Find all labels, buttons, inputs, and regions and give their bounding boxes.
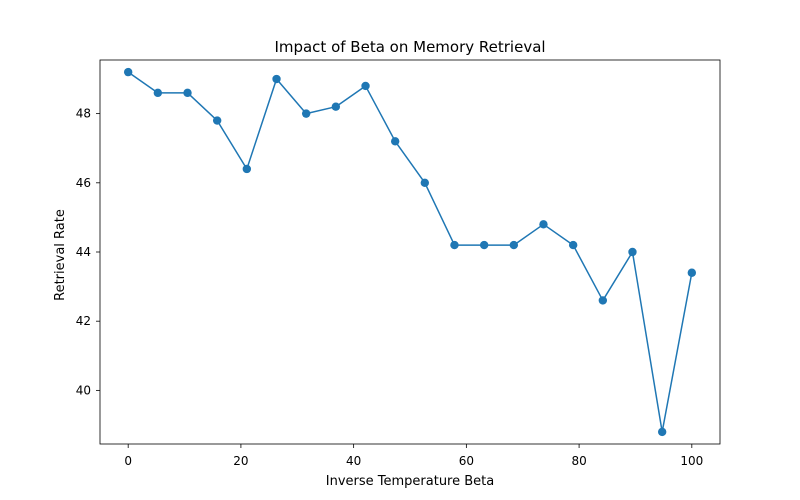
x-tick-label: 80 xyxy=(571,454,586,468)
x-tick-label: 100 xyxy=(680,454,703,468)
data-point xyxy=(479,240,489,250)
data-point xyxy=(539,220,548,229)
data-point xyxy=(123,67,133,77)
data-point xyxy=(183,88,192,98)
y-tick-label: 46 xyxy=(76,176,91,190)
y-tick-label: 42 xyxy=(76,314,91,328)
y-tick-label: 48 xyxy=(76,107,91,121)
data-point xyxy=(450,240,459,250)
data-point xyxy=(242,164,252,174)
series-line xyxy=(127,71,693,433)
data-point xyxy=(331,102,341,111)
data-point xyxy=(420,178,430,188)
data-point xyxy=(272,74,281,84)
x-tick-label: 0 xyxy=(124,454,132,468)
data-point xyxy=(657,427,667,437)
data-point xyxy=(598,296,608,305)
x-tick-label: 20 xyxy=(233,454,248,468)
data-point xyxy=(687,268,697,277)
y-tick-label: 40 xyxy=(76,383,91,397)
x-axis-label: Inverse Temperature Beta xyxy=(326,474,494,489)
data-point xyxy=(153,88,163,98)
x-tick-label: 40 xyxy=(346,454,361,468)
data-point xyxy=(390,137,400,146)
y-tick-label: 44 xyxy=(76,245,91,259)
y-axis-label: Retrieval Rate xyxy=(53,209,68,301)
data-point xyxy=(568,240,578,250)
chart-title: Impact of Beta on Memory Retrieval xyxy=(274,38,545,56)
data-point xyxy=(509,240,519,250)
data-point xyxy=(301,109,311,118)
plot-area: 0 20 40 60 80 100 40 42 44 46 48 xyxy=(76,59,721,468)
x-tick-label: 60 xyxy=(459,454,474,468)
data-point xyxy=(212,116,222,125)
data-point xyxy=(361,81,370,91)
data-point xyxy=(628,247,637,257)
